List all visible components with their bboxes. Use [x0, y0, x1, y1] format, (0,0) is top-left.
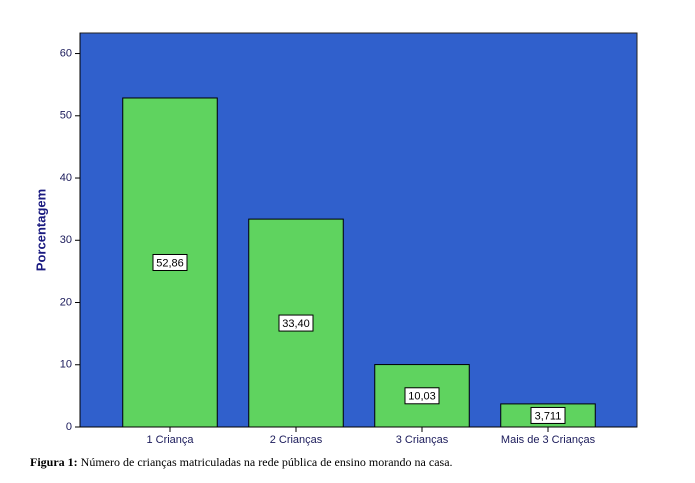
y-tick-label: 50 — [60, 110, 72, 122]
x-tick-label: 3 Crianças — [396, 434, 449, 446]
y-tick-label: 40 — [60, 172, 72, 184]
value-label: 10,03 — [408, 391, 436, 403]
value-label-box — [278, 314, 314, 332]
y-tick-label: 10 — [60, 359, 72, 371]
value-label: 3,711 — [535, 410, 562, 422]
value-label-box — [152, 253, 188, 271]
caption-label: Figura 1: — [30, 455, 78, 469]
x-tick-label: Mais de 3 Crianças — [501, 434, 596, 446]
y-tick-label: 30 — [60, 234, 72, 246]
y-tick-label: 0 — [66, 421, 72, 433]
value-label-box — [404, 387, 440, 405]
x-tick-label: 2 Crianças — [270, 434, 323, 446]
value-label: 52,86 — [156, 257, 184, 269]
value-label-box — [530, 406, 566, 424]
x-tick-label: 1 Criança — [146, 434, 194, 446]
caption-text: Número de crianças matriculadas na rede … — [80, 455, 453, 469]
y-axis-label: Porcentagem — [33, 189, 48, 271]
y-tick-label: 60 — [60, 47, 72, 59]
chart: Porcentagem 0 10 20 30 40 50 60 1 Criança 52,86 2… — [33, 32, 638, 446]
y-tick-label: 20 — [60, 296, 72, 308]
value-label: 33,40 — [282, 318, 310, 330]
caption: Figura 1: Número de crianças matriculada… — [30, 455, 453, 470]
